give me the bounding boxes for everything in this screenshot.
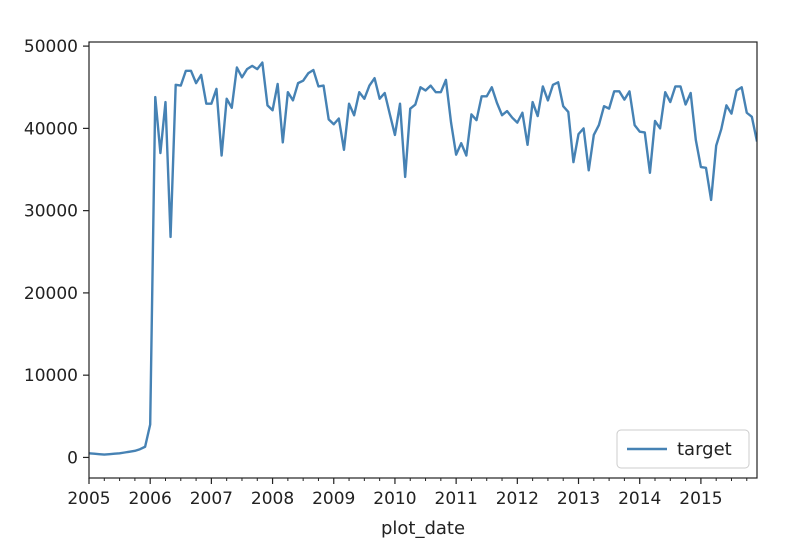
y-tick-label: 40000 bbox=[24, 119, 78, 139]
legend-box bbox=[616, 429, 750, 469]
plot-area bbox=[89, 61, 757, 456]
x-tick-label: 2012 bbox=[496, 489, 539, 509]
x-tick-label: 2006 bbox=[129, 489, 172, 509]
y-tick-label: 10000 bbox=[24, 366, 78, 386]
x-tick-label: 2005 bbox=[67, 489, 110, 509]
x-tick-label: 2015 bbox=[679, 489, 722, 509]
x-tick-label: 2013 bbox=[557, 489, 600, 509]
legend-label-target: target bbox=[677, 439, 732, 460]
x-tick-label: 2010 bbox=[373, 489, 416, 509]
x-axis-label: plot_date bbox=[381, 518, 465, 539]
legend: target bbox=[616, 429, 750, 469]
axes-frame bbox=[88, 41, 758, 479]
x-tick-label: 2007 bbox=[190, 489, 233, 509]
x-tick-label: 2014 bbox=[618, 489, 661, 509]
y-tick-label: 20000 bbox=[24, 284, 78, 304]
series-line-target bbox=[89, 61, 757, 456]
x-tick-label: 2008 bbox=[251, 489, 294, 509]
x-axis: 2005 2006 2007 2008 2009 2010 2011 2012 2013 2014… bbox=[67, 478, 748, 509]
y-tick-label: 50000 bbox=[24, 37, 78, 57]
y-tick-label: 30000 bbox=[24, 202, 78, 222]
x-tick-label: 2011 bbox=[435, 489, 478, 509]
y-tick-label: 0 bbox=[67, 448, 78, 468]
y-axis: 0 10000 20000 30000 40000 50000 bbox=[24, 37, 89, 468]
x-tick-label: 2009 bbox=[312, 489, 355, 509]
